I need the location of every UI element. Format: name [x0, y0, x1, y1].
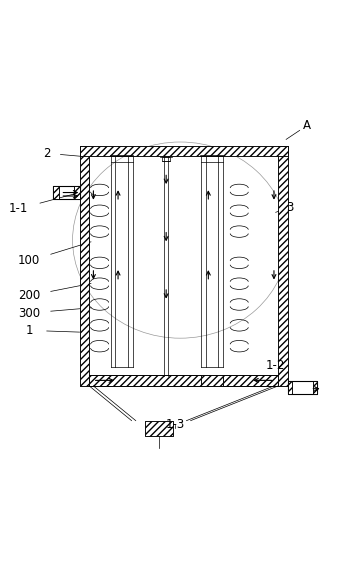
- Bar: [74, 186, 79, 199]
- Bar: [79, 146, 89, 386]
- Bar: [79, 146, 89, 386]
- Bar: [288, 381, 317, 394]
- Bar: [146, 421, 173, 435]
- Bar: [146, 421, 173, 435]
- Bar: [54, 186, 59, 199]
- Text: 1-3: 1-3: [165, 418, 185, 430]
- Text: A: A: [303, 119, 311, 132]
- Bar: [79, 146, 288, 156]
- Bar: [313, 381, 317, 394]
- Text: 2: 2: [43, 147, 50, 160]
- Text: 1-2: 1-2: [266, 358, 285, 371]
- Text: 1: 1: [26, 324, 33, 337]
- Bar: [201, 375, 223, 386]
- Bar: [278, 146, 288, 386]
- Text: 1-1: 1-1: [9, 202, 28, 215]
- Text: 3: 3: [286, 201, 293, 214]
- Bar: [278, 146, 288, 386]
- Bar: [54, 186, 79, 199]
- Bar: [79, 146, 288, 156]
- Bar: [74, 186, 79, 199]
- Text: 100: 100: [18, 255, 40, 268]
- Bar: [313, 381, 317, 394]
- Bar: [288, 381, 292, 394]
- Text: 300: 300: [18, 307, 40, 320]
- Bar: [288, 381, 292, 394]
- Text: 200: 200: [18, 289, 40, 302]
- Bar: [54, 186, 59, 199]
- Bar: [89, 375, 278, 386]
- Bar: [89, 375, 278, 386]
- Bar: [162, 158, 170, 160]
- Bar: [201, 375, 223, 386]
